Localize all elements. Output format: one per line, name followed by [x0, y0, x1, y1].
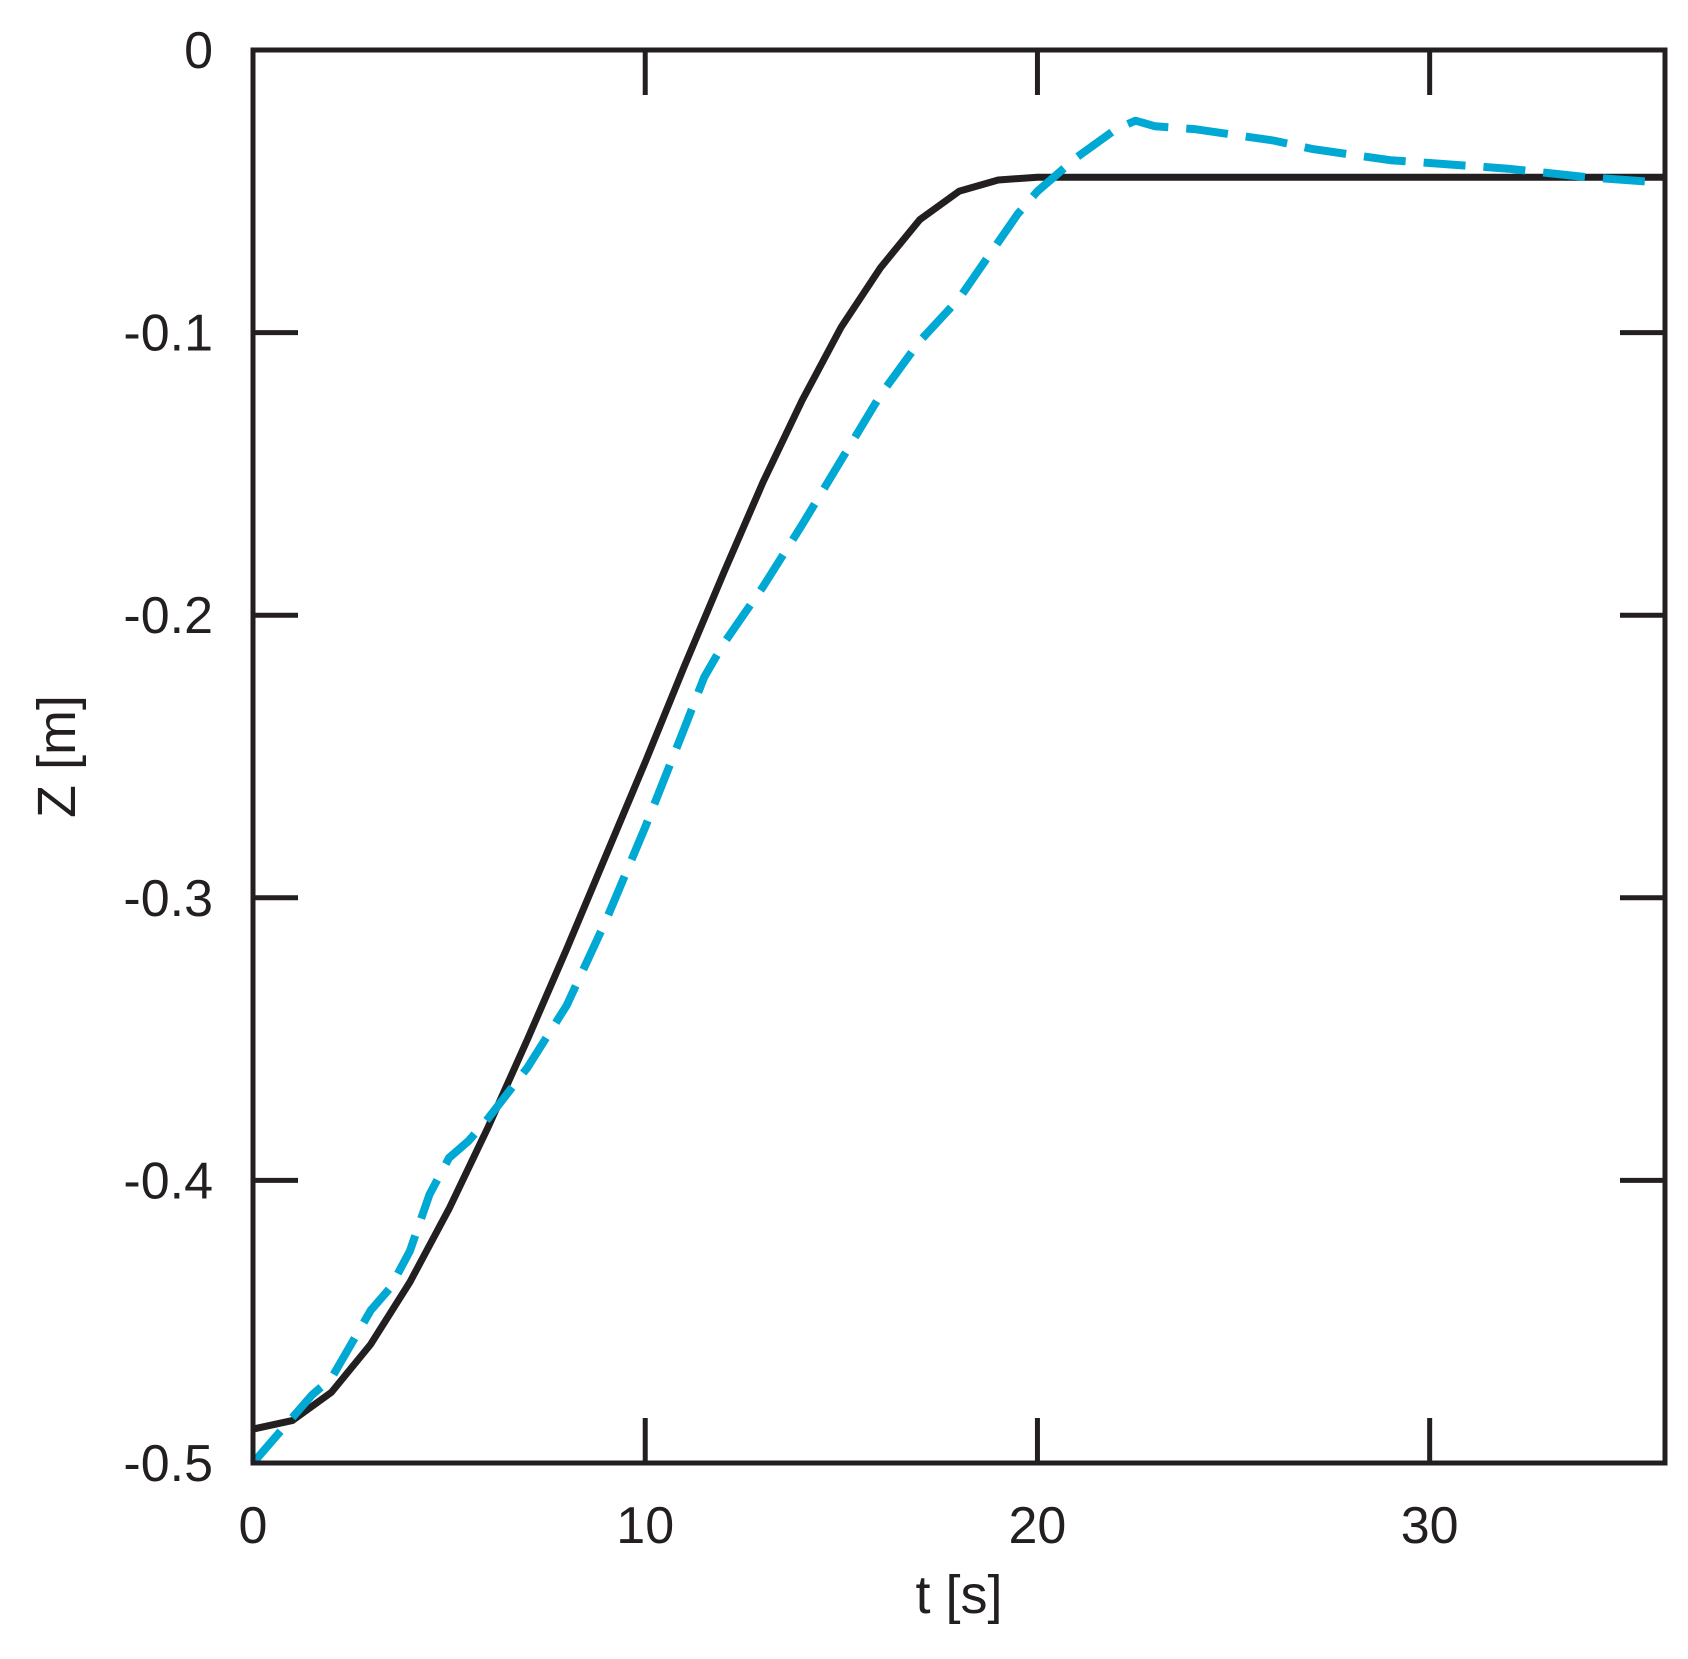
series-line-dashed	[249, 116, 1666, 1466]
y-tick-label: -0.2	[123, 587, 213, 645]
x-tick-label: 0	[239, 1497, 268, 1555]
axis-ticks	[250, 47, 1665, 1466]
y-tick-label: -0.1	[123, 305, 213, 363]
y-tick-label: -0.3	[123, 870, 213, 928]
plot-frame	[250, 47, 1668, 1466]
x-tick-label: 10	[616, 1497, 674, 1555]
tick-labels: 0 10 20 30 0 -0.1 -0.2 -0.3 -0.4 -0.5	[123, 22, 1458, 1555]
y-tick-label: 0	[184, 22, 213, 80]
x-tick-label: 30	[1401, 1497, 1459, 1555]
y-tick-label: -0.5	[123, 1435, 213, 1493]
x-axis-label: t [s]	[915, 1565, 1002, 1625]
series-layer	[249, 116, 1666, 1466]
x-tick-label: 20	[1009, 1497, 1067, 1555]
y-axis-label: Z [m]	[27, 695, 87, 818]
y-tick-label: -0.4	[123, 1152, 213, 1210]
series-line-solid	[252, 173, 1665, 1433]
